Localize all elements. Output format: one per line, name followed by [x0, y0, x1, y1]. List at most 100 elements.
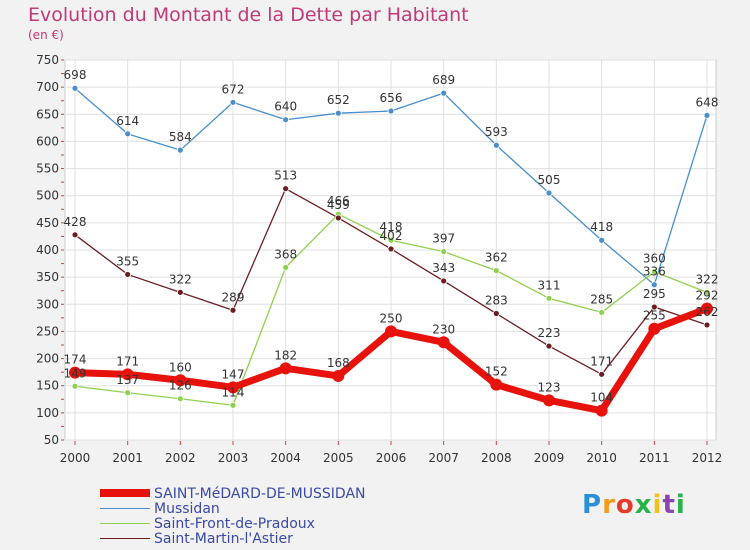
y-tick-label: 200 [36, 352, 59, 366]
data-label: 360 [643, 252, 666, 266]
data-point [121, 368, 134, 381]
y-tick-label: 550 [36, 162, 59, 176]
data-label: 285 [590, 292, 613, 306]
data-point [124, 271, 132, 278]
data-point [703, 321, 711, 329]
data-point [545, 189, 553, 197]
x-tick-label: 2009 [534, 451, 565, 465]
data-label: 428 [64, 215, 87, 229]
data-label: 104 [590, 391, 613, 405]
logo-letter: t [662, 490, 676, 520]
x-tick-label: 2008 [481, 451, 512, 465]
data-point [71, 382, 79, 390]
x-tick-label: 2011 [639, 451, 670, 465]
data-label: 322 [169, 272, 192, 286]
data-label: 255 [643, 309, 666, 323]
data-label: 149 [64, 366, 87, 380]
y-tick-label: 150 [36, 379, 59, 393]
data-point [71, 84, 79, 92]
legend-swatch [100, 489, 150, 497]
data-point [650, 281, 658, 289]
y-tick-label: 100 [36, 406, 59, 420]
data-point [229, 401, 237, 409]
data-label: 656 [380, 91, 403, 105]
data-label: 230 [432, 322, 455, 336]
data-point [598, 236, 606, 244]
data-label: 640 [274, 100, 297, 114]
data-point [387, 245, 395, 253]
data-point [437, 336, 450, 349]
y-tick-label: 450 [36, 216, 59, 230]
data-point [492, 267, 500, 275]
data-label: 368 [274, 247, 297, 261]
data-point [69, 366, 81, 379]
data-label: 262 [696, 305, 719, 319]
data-label: 160 [169, 360, 192, 374]
x-tick-label: 2010 [586, 451, 617, 465]
data-label: 648 [696, 95, 719, 109]
data-point [334, 214, 342, 222]
data-label: 182 [274, 348, 297, 362]
logo-letter: x [634, 490, 653, 520]
data-label: 584 [169, 130, 192, 144]
data-label: 418 [590, 220, 613, 234]
legend-label: SAINT-MéDARD-DE-MUSSIDAN [154, 486, 366, 502]
legend-label: Saint-Martin-l'Astier [154, 531, 293, 547]
data-label: 322 [696, 272, 719, 286]
y-tick-label: 650 [36, 107, 59, 121]
data-point [332, 369, 345, 382]
x-tick-label: 2006 [376, 451, 407, 465]
logo-letter: r [602, 490, 616, 520]
data-label: 126 [169, 379, 192, 393]
data-point [282, 185, 290, 193]
data-label: 311 [538, 278, 561, 292]
y-tick-label: 700 [36, 80, 59, 94]
data-point [387, 107, 395, 115]
data-point [492, 310, 500, 317]
logo-letter: i [652, 490, 663, 520]
data-label: 123 [538, 380, 561, 394]
data-label: 289 [222, 290, 245, 304]
data-label: 402 [380, 229, 403, 243]
data-point [440, 89, 448, 97]
data-label: 152 [485, 365, 508, 379]
data-label: 223 [538, 326, 561, 340]
data-label: 513 [274, 169, 297, 183]
data-point [545, 294, 553, 302]
data-point [598, 370, 606, 378]
data-label: 698 [64, 68, 87, 82]
y-tick-label: 500 [36, 189, 59, 203]
x-tick-label: 2007 [428, 451, 459, 465]
data-point [703, 111, 711, 119]
data-point [545, 342, 553, 350]
data-label: 147 [222, 367, 245, 381]
data-label: 137 [116, 373, 139, 387]
y-tick-label: 300 [36, 297, 59, 311]
chart-subtitle: (en €) [28, 28, 64, 42]
data-label: 283 [485, 294, 508, 308]
y-tick-label: 50 [44, 433, 59, 447]
data-label: 397 [432, 232, 455, 246]
data-label: 355 [116, 254, 139, 268]
x-tick-label: 2003 [218, 451, 249, 465]
legend-label: Mussidan [154, 501, 220, 517]
data-point [595, 404, 608, 417]
data-point [176, 146, 184, 154]
data-label: 114 [222, 385, 245, 399]
data-label: 614 [116, 114, 139, 128]
data-label: 593 [485, 125, 508, 139]
data-point [387, 236, 395, 244]
data-point [227, 381, 239, 394]
data-point [229, 306, 237, 314]
data-label: 174 [64, 353, 87, 367]
data-label: 672 [222, 82, 245, 96]
y-tick-label: 750 [36, 53, 59, 67]
data-label: 168 [327, 356, 350, 370]
logo-letter: i [675, 490, 686, 520]
data-point [543, 394, 555, 407]
y-tick-label: 350 [36, 270, 59, 284]
y-tick-label: 250 [36, 324, 59, 338]
data-point [176, 395, 184, 403]
data-label: 652 [327, 93, 350, 107]
data-label: 689 [432, 73, 455, 87]
